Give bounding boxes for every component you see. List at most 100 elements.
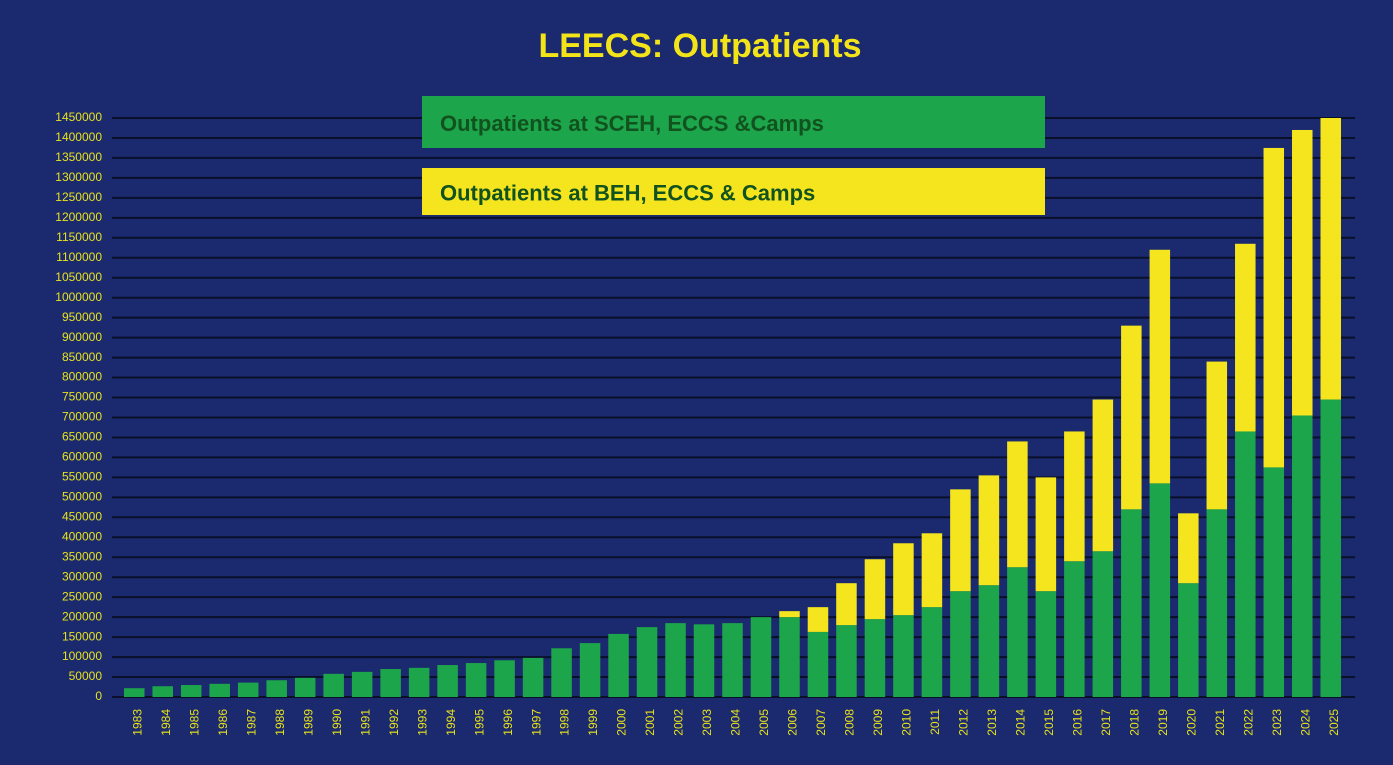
x-tick-label: 2018 xyxy=(1128,709,1142,736)
bar-segment xyxy=(722,623,743,697)
y-tick-label: 750000 xyxy=(62,390,102,404)
bar-segment xyxy=(893,615,914,697)
x-tick-label: 1996 xyxy=(501,709,515,736)
bar-segment xyxy=(551,648,572,697)
x-tick-label: 2006 xyxy=(786,709,800,736)
x-tick-label: 2012 xyxy=(957,709,971,736)
x-tick-label: 1991 xyxy=(358,709,372,736)
bar-segment xyxy=(380,669,401,697)
bar-segment xyxy=(807,631,829,697)
bar-segment xyxy=(950,489,971,592)
bar-segment xyxy=(750,617,772,697)
bar-segment xyxy=(1035,591,1057,697)
legend-swatch xyxy=(422,168,1045,215)
bar-segment xyxy=(950,591,971,697)
bar-segment xyxy=(437,665,458,697)
x-tick-label: 2021 xyxy=(1213,709,1227,736)
y-tick-label: 400000 xyxy=(62,529,102,543)
y-tick-label: 1150000 xyxy=(56,230,102,244)
bar-segment xyxy=(123,688,145,697)
x-tick-label: 1995 xyxy=(472,709,486,736)
bar-segment xyxy=(351,671,373,697)
bar-segment xyxy=(864,619,886,697)
y-tick-label: 900000 xyxy=(62,330,102,344)
x-tick-label: 2004 xyxy=(729,709,743,736)
bar-segment xyxy=(836,625,857,697)
y-tick-label: 650000 xyxy=(62,430,102,444)
bar-segment xyxy=(579,643,601,697)
y-tick-label: 1100000 xyxy=(56,250,102,264)
bar-segment xyxy=(1235,431,1256,697)
x-tick-label: 1992 xyxy=(387,709,401,736)
x-tick-label: 2013 xyxy=(985,709,999,736)
y-tick-label: 1450000 xyxy=(55,110,102,124)
y-tick-label: 250000 xyxy=(62,589,102,603)
chart-title: LEECS: Outpatients xyxy=(538,27,861,65)
y-tick-label: 150000 xyxy=(62,629,102,643)
bar-segment xyxy=(1121,325,1142,510)
bar-segment xyxy=(1263,147,1285,468)
x-tick-label: 2002 xyxy=(672,709,686,736)
x-tick-label: 2024 xyxy=(1298,709,1312,736)
bar-segment xyxy=(1263,467,1285,697)
bar-segment xyxy=(1149,483,1171,697)
y-tick-label: 1000000 xyxy=(55,290,102,304)
x-tick-label: 2005 xyxy=(757,709,771,736)
legend-label: Outpatients at BEH, ECCS & Camps xyxy=(440,180,815,205)
y-tick-label: 50000 xyxy=(69,669,103,683)
y-tick-label: 1350000 xyxy=(55,150,102,164)
bar-segment xyxy=(266,680,287,697)
bar-segment xyxy=(294,677,316,697)
bar-segment xyxy=(921,607,943,697)
x-tick-label: 2001 xyxy=(643,709,657,736)
x-tick-label: 1993 xyxy=(415,709,429,736)
x-tick-label: 2014 xyxy=(1014,709,1028,736)
x-tick-label: 2017 xyxy=(1099,709,1113,736)
bar-segment xyxy=(978,475,1000,586)
bar-segment xyxy=(1178,513,1199,584)
bar-segment xyxy=(1320,118,1342,400)
bar-segment xyxy=(779,611,800,618)
bar-segment xyxy=(1064,431,1085,562)
x-tick-label: 2011 xyxy=(928,709,942,735)
x-tick-label: 1994 xyxy=(444,709,458,736)
bar-segment xyxy=(921,533,943,608)
y-tick-label: 1250000 xyxy=(55,190,102,204)
x-tick-label: 2016 xyxy=(1071,709,1085,736)
x-tick-label: 2023 xyxy=(1270,709,1284,736)
x-tick-label: 1998 xyxy=(558,709,572,736)
x-tick-label: 1983 xyxy=(130,709,144,736)
x-tick-label: 2007 xyxy=(814,709,828,736)
x-tick-label: 2020 xyxy=(1184,709,1198,736)
bar-segment xyxy=(836,583,857,626)
x-tick-label: 2003 xyxy=(700,709,714,736)
bar-segment xyxy=(522,657,544,697)
bar-segment xyxy=(1292,129,1313,416)
x-tick-label: 1997 xyxy=(529,709,543,736)
bar-segment xyxy=(807,607,829,632)
bar-segment xyxy=(1092,399,1114,552)
y-tick-label: 550000 xyxy=(62,470,102,484)
bar-segment xyxy=(1149,249,1171,484)
x-tick-label: 2019 xyxy=(1156,709,1170,736)
x-tick-label: 1990 xyxy=(330,709,344,736)
bar-segment xyxy=(893,543,914,616)
x-tick-label: 1984 xyxy=(159,709,173,736)
y-tick-label: 800000 xyxy=(62,370,102,384)
y-tick-label: 300000 xyxy=(62,569,102,583)
bar-segment xyxy=(237,682,259,697)
x-tick-label: 2010 xyxy=(900,709,914,736)
bar-segment xyxy=(636,627,658,697)
y-tick-label: 350000 xyxy=(62,549,102,563)
y-tick-label: 1200000 xyxy=(55,210,102,224)
x-tick-label: 1985 xyxy=(187,709,201,736)
bar-segment xyxy=(1007,567,1028,697)
y-tick-label: 700000 xyxy=(62,410,102,424)
y-tick-label: 200000 xyxy=(62,609,102,623)
x-tick-label: 2015 xyxy=(1042,709,1056,736)
x-tick-label: 1989 xyxy=(301,709,315,736)
bar-segment xyxy=(408,667,430,697)
bar-segment xyxy=(1235,243,1256,432)
bar-segment xyxy=(978,585,1000,697)
bar-segment xyxy=(1092,551,1114,697)
